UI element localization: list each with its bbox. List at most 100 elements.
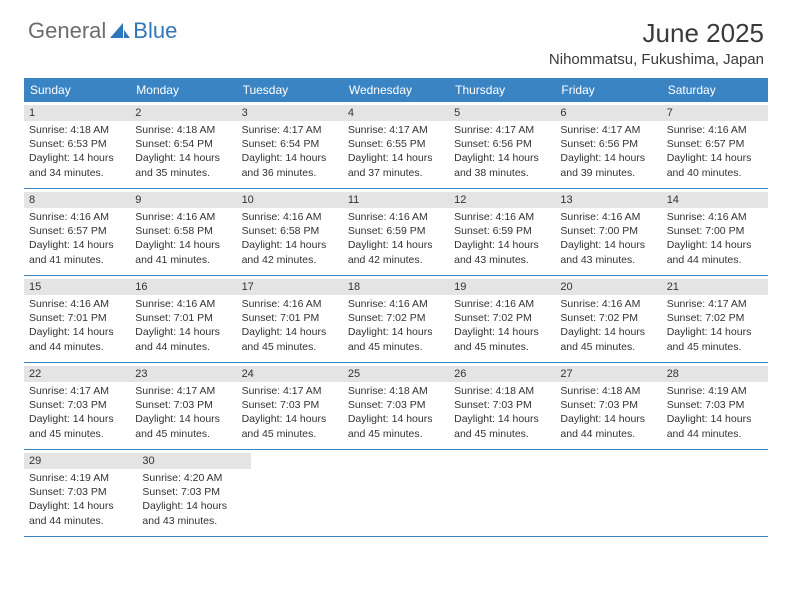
- brand-logo: General Blue: [28, 18, 177, 44]
- daylight-line: Daylight: 14 hours and 44 minutes.: [667, 238, 763, 266]
- day-info: Sunrise: 4:16 AMSunset: 6:59 PMDaylight:…: [454, 210, 550, 267]
- day-cell: 20 Sunrise: 4:16 AMSunset: 7:02 PMDayligh…: [555, 276, 661, 362]
- day-info: Sunrise: 4:18 AMSunset: 6:53 PMDaylight:…: [29, 123, 125, 180]
- day-cell: 28Sunrise: 4:19 AMSunset: 7:03 PMDayligh…: [662, 363, 768, 449]
- sunset-line: Sunset: 6:56 PM: [560, 137, 656, 151]
- sunrise-line: Sunrise: 4:16 AM: [242, 210, 338, 224]
- day-number: 19: [449, 279, 555, 295]
- day-info: Sunrise: 4:19 AMSunset: 7:03 PMDaylight:…: [667, 384, 763, 441]
- day-cell: 30Sunrise: 4:20 AMSunset: 7:03 PMDayligh…: [137, 450, 250, 536]
- day-info: Sunrise: 4:17 AMSunset: 6:56 PMDaylight:…: [560, 123, 656, 180]
- sunset-line: Sunset: 7:01 PM: [135, 311, 231, 325]
- day-cell: 27Sunrise: 4:18 AMSunset: 7:03 PMDayligh…: [555, 363, 661, 449]
- day-info: Sunrise: 4:17 AMSunset: 6:55 PMDaylight:…: [348, 123, 444, 180]
- sunset-line: Sunset: 6:57 PM: [29, 224, 125, 238]
- weekday-header-row: SundayMondayTuesdayWednesdayThursdayFrid…: [24, 78, 768, 102]
- day-cell: 2Sunrise: 4:18 AMSunset: 6:54 PMDaylight…: [130, 102, 236, 188]
- day-info: Sunrise: 4:17 AMSunset: 7:03 PMDaylight:…: [242, 384, 338, 441]
- day-number: 20: [555, 279, 661, 295]
- sunrise-line: Sunrise: 4:16 AM: [667, 123, 763, 137]
- day-number: 23: [130, 366, 236, 382]
- day-info: Sunrise: 4:16 AMSunset: 7:01 PMDaylight:…: [242, 297, 338, 354]
- day-info: Sunrise: 4:16 AMSunset: 7:01 PMDaylight:…: [135, 297, 231, 354]
- day-cell: 19 Sunrise: 4:16 AMSunset: 7:02 PMDayligh…: [449, 276, 555, 362]
- day-cell: 7 Sunrise: 4:16 AMSunset: 6:57 PMDaylight…: [662, 102, 768, 188]
- day-number: 11: [343, 192, 449, 208]
- sunrise-line: Sunrise: 4:18 AM: [29, 123, 125, 137]
- week-row: 29Sunrise: 4:19 AMSunset: 7:03 PMDayligh…: [24, 450, 768, 537]
- sunset-line: Sunset: 7:03 PM: [348, 398, 444, 412]
- empty-day-cell: [665, 450, 768, 536]
- day-number: 8: [24, 192, 130, 208]
- empty-day-cell: [251, 450, 354, 536]
- sunrise-line: Sunrise: 4:17 AM: [242, 384, 338, 398]
- sunset-line: Sunset: 6:58 PM: [242, 224, 338, 238]
- day-cell: 1 Sunrise: 4:18 AMSunset: 6:53 PMDaylight…: [24, 102, 130, 188]
- day-cell: 25 Sunrise: 4:18 AMSunset: 7:03 PMDayligh…: [343, 363, 449, 449]
- day-info: Sunrise: 4:18 AMSunset: 7:03 PMDaylight:…: [454, 384, 550, 441]
- daylight-line: Daylight: 14 hours and 40 minutes.: [667, 151, 763, 179]
- daylight-line: Daylight: 14 hours and 43 minutes.: [454, 238, 550, 266]
- weekday-header: Saturday: [662, 78, 768, 102]
- day-number: 21: [662, 279, 768, 295]
- day-cell: 9 Sunrise: 4:16 AMSunset: 6:58 PMDaylight…: [130, 189, 236, 275]
- sunset-line: Sunset: 7:00 PM: [560, 224, 656, 238]
- daylight-line: Daylight: 14 hours and 42 minutes.: [348, 238, 444, 266]
- day-info: Sunrise: 4:16 AMSunset: 6:58 PMDaylight:…: [135, 210, 231, 267]
- sunrise-line: Sunrise: 4:17 AM: [29, 384, 125, 398]
- page-header: General Blue June 2025 Nihommatsu, Fukus…: [0, 0, 792, 72]
- title-block: June 2025 Nihommatsu, Fukushima, Japan: [549, 18, 764, 68]
- sunrise-line: Sunrise: 4:16 AM: [29, 210, 125, 224]
- day-number: 15: [24, 279, 130, 295]
- sunrise-line: Sunrise: 4:16 AM: [560, 210, 656, 224]
- day-number: 27: [555, 366, 661, 382]
- sunset-line: Sunset: 7:01 PM: [29, 311, 125, 325]
- sunset-line: Sunset: 7:03 PM: [667, 398, 763, 412]
- day-info: Sunrise: 4:17 AMSunset: 7:02 PMDaylight:…: [667, 297, 763, 354]
- sunset-line: Sunset: 6:57 PM: [667, 137, 763, 151]
- sunrise-line: Sunrise: 4:16 AM: [667, 210, 763, 224]
- daylight-line: Daylight: 14 hours and 44 minutes.: [29, 499, 132, 527]
- day-info: Sunrise: 4:18 AMSunset: 7:03 PMDaylight:…: [348, 384, 444, 441]
- daylight-line: Daylight: 14 hours and 45 minutes.: [667, 325, 763, 353]
- week-row: 15 Sunrise: 4:16 AMSunset: 7:01 PMDayligh…: [24, 276, 768, 363]
- sunset-line: Sunset: 7:03 PM: [29, 398, 125, 412]
- day-number: 25: [343, 366, 449, 382]
- day-number: 7: [662, 105, 768, 121]
- day-info: Sunrise: 4:16 AMSunset: 7:00 PMDaylight:…: [560, 210, 656, 267]
- day-info: Sunrise: 4:17 AMSunset: 7:03 PMDaylight:…: [135, 384, 231, 441]
- day-number: 16: [130, 279, 236, 295]
- day-number: 30: [137, 453, 250, 469]
- daylight-line: Daylight: 14 hours and 45 minutes.: [454, 325, 550, 353]
- day-info: Sunrise: 4:17 AMSunset: 7:03 PMDaylight:…: [29, 384, 125, 441]
- daylight-line: Daylight: 14 hours and 42 minutes.: [242, 238, 338, 266]
- daylight-line: Daylight: 14 hours and 44 minutes.: [29, 325, 125, 353]
- day-cell: 18Sunrise: 4:16 AMSunset: 7:02 PMDayligh…: [343, 276, 449, 362]
- day-number: 12: [449, 192, 555, 208]
- day-number: 9: [130, 192, 236, 208]
- daylight-line: Daylight: 14 hours and 41 minutes.: [135, 238, 231, 266]
- day-info: Sunrise: 4:16 AMSunset: 7:02 PMDaylight:…: [454, 297, 550, 354]
- day-number: 4: [343, 105, 449, 121]
- day-cell: 21 Sunrise: 4:17 AMSunset: 7:02 PMDayligh…: [662, 276, 768, 362]
- empty-day-cell: [458, 450, 561, 536]
- day-cell: 16 Sunrise: 4:16 AMSunset: 7:01 PMDayligh…: [130, 276, 236, 362]
- sunset-line: Sunset: 6:59 PM: [348, 224, 444, 238]
- daylight-line: Daylight: 14 hours and 43 minutes.: [560, 238, 656, 266]
- brand-first: General: [28, 18, 106, 44]
- day-number: 13: [555, 192, 661, 208]
- sunrise-line: Sunrise: 4:16 AM: [135, 210, 231, 224]
- day-number: 26: [449, 366, 555, 382]
- day-info: Sunrise: 4:16 AMSunset: 7:02 PMDaylight:…: [560, 297, 656, 354]
- day-number: 1: [24, 105, 130, 121]
- weekday-header: Sunday: [24, 78, 130, 102]
- day-info: Sunrise: 4:17 AMSunset: 6:56 PMDaylight:…: [454, 123, 550, 180]
- weekday-header: Tuesday: [237, 78, 343, 102]
- day-cell: 8Sunrise: 4:16 AMSunset: 6:57 PMDaylight…: [24, 189, 130, 275]
- calendar-grid: SundayMondayTuesdayWednesdayThursdayFrid…: [24, 78, 768, 537]
- location-label: Nihommatsu, Fukushima, Japan: [549, 51, 764, 68]
- day-cell: 5Sunrise: 4:17 AMSunset: 6:56 PMDaylight…: [449, 102, 555, 188]
- sunrise-line: Sunrise: 4:19 AM: [29, 471, 132, 485]
- sunset-line: Sunset: 7:03 PM: [142, 485, 245, 499]
- daylight-line: Daylight: 14 hours and 38 minutes.: [454, 151, 550, 179]
